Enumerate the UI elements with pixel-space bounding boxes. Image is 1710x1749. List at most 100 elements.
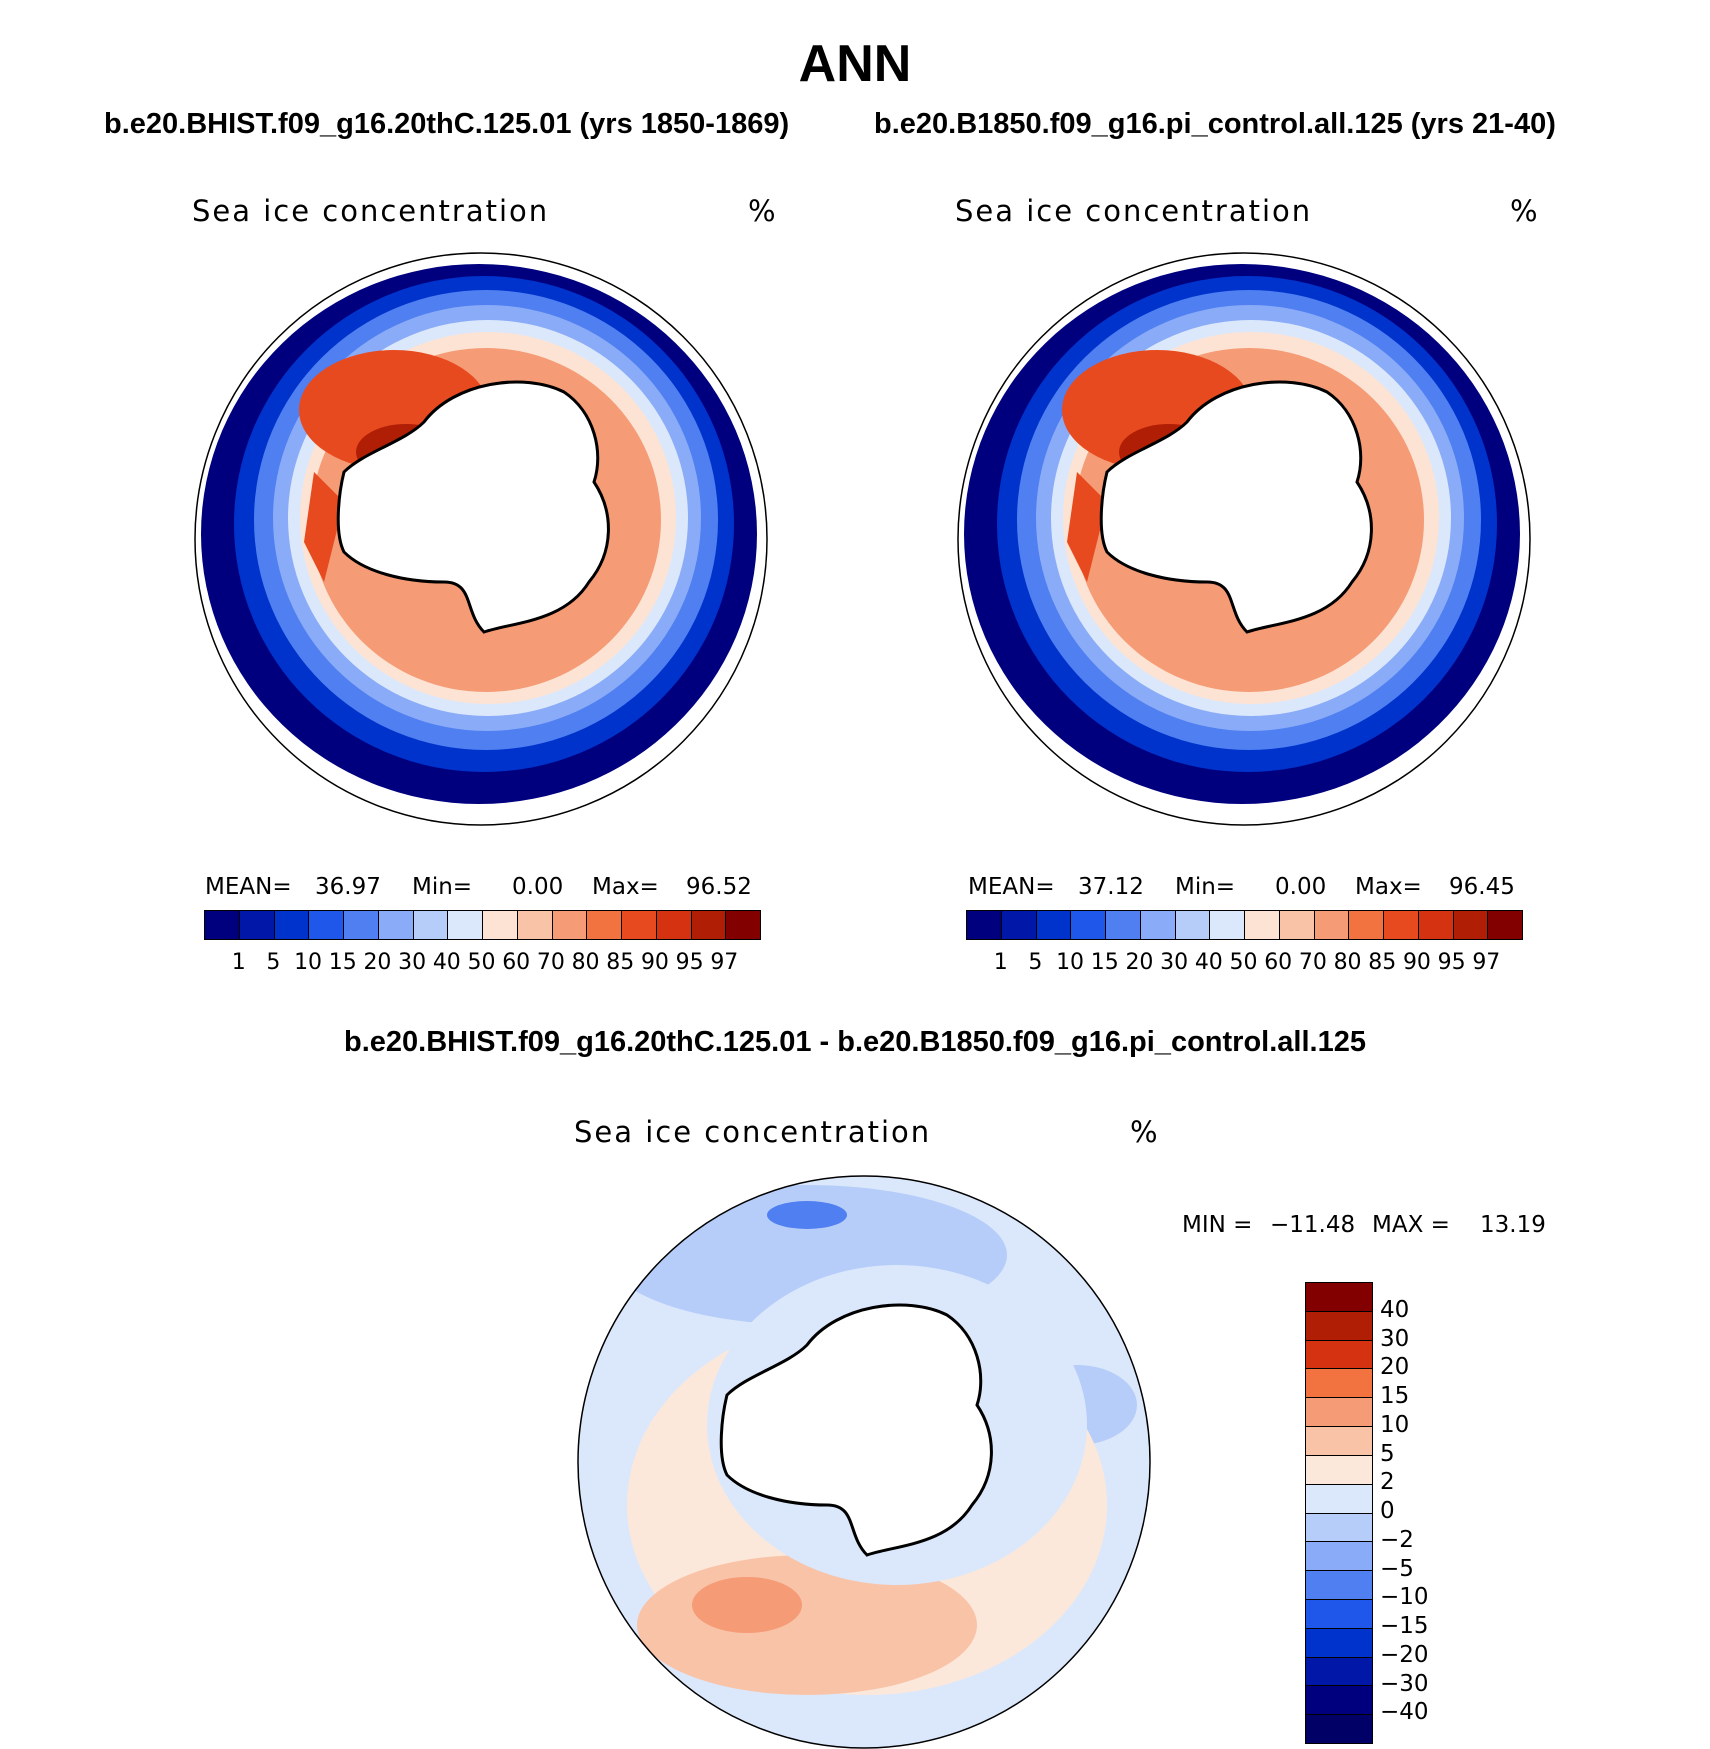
colorbar-swatch <box>1140 911 1176 939</box>
colorbar-tick-label: 5 <box>1028 950 1043 975</box>
colorbar-tick-label: −10 <box>1380 1584 1429 1611</box>
colorbar-tick-label: 40 <box>432 950 461 975</box>
right-min-value: 0.00 <box>1275 874 1327 900</box>
colorbar-swatch <box>691 911 727 939</box>
left-variable-label: Sea ice concentration <box>192 194 550 228</box>
colorbar-swatch <box>1306 1484 1372 1514</box>
diff-max-label: MAX = <box>1372 1212 1450 1238</box>
colorbar-tick-label: −2 <box>1380 1526 1414 1553</box>
ice-max-peninsula <box>1067 472 1107 582</box>
colorbar-tick-label: 85 <box>1368 950 1397 975</box>
diff-units-label: % <box>1130 1115 1160 1149</box>
colorbar-swatch <box>622 911 657 939</box>
colorbar-tick-label: 2 <box>1380 1469 1395 1496</box>
diff-colorbar-ticks: 40 30 20 15 10 5 2 0 −2 −5 −10 −15 −20 −30 −40 <box>1380 1282 1460 1742</box>
colorbar-tick-label: 20 <box>1125 950 1154 975</box>
colorbar-tick-label: 30 <box>398 950 427 975</box>
diff-polar-map <box>577 1175 1151 1749</box>
diff-colorbar <box>1305 1282 1373 1744</box>
left-case-header: b.e20.BHIST.f09_g16.20thC.125.01 (yrs 18… <box>104 108 790 140</box>
right-mean-label: MEAN= <box>968 874 1055 900</box>
colorbar-swatch <box>967 911 1002 939</box>
diff-max-value: 13.19 <box>1480 1212 1546 1238</box>
colorbar-swatch <box>1418 911 1454 939</box>
colorbar-swatch <box>1106 911 1141 939</box>
left-max-value: 96.52 <box>686 874 752 900</box>
left-polar-map <box>194 252 768 826</box>
colorbar-tick-label: 95 <box>1437 950 1466 975</box>
colorbar-swatch <box>274 911 310 939</box>
colorbar-swatch <box>1306 1398 1372 1428</box>
antarctica-land <box>719 1303 993 1557</box>
right-polar-map <box>957 252 1531 826</box>
diff-min-label: MIN = <box>1182 1212 1253 1238</box>
map-boundary <box>194 252 768 826</box>
colorbar-tick-label: 15 <box>1090 950 1119 975</box>
colorbar-swatch <box>587 911 622 939</box>
colorbar-tick-label: 90 <box>640 950 669 975</box>
colorbar-swatch <box>1306 1311 1372 1341</box>
colorbar-tick-label: 20 <box>1380 1354 1410 1381</box>
colorbar-tick-label: −15 <box>1380 1613 1429 1639</box>
colorbar-tick-label: 10 <box>1380 1411 1410 1438</box>
colorbar-tick-label: 10 <box>1056 950 1085 975</box>
colorbar-tick-label: −40 <box>1380 1699 1429 1726</box>
colorbar-swatch <box>344 911 379 939</box>
colorbar-swatch <box>656 911 692 939</box>
colorbar-tick-label: 30 <box>1380 1325 1410 1352</box>
colorbar-swatch <box>1306 1686 1372 1716</box>
right-min-label: Min= <box>1175 874 1236 900</box>
right-variable-label: Sea ice concentration <box>955 194 1313 228</box>
colorbar-swatch <box>1245 911 1280 939</box>
colorbar-tick-label: 10 <box>294 950 323 975</box>
colorbar-swatch <box>1306 1340 1372 1370</box>
colorbar-tick-label: 90 <box>1402 950 1431 975</box>
colorbar-swatch <box>1306 1628 1372 1658</box>
colorbar-tick-label: 5 <box>266 950 281 975</box>
diff-pos-core <box>692 1577 802 1633</box>
colorbar-tick-label: 50 <box>467 950 496 975</box>
colorbar-swatch <box>1306 1369 1372 1399</box>
colorbar-swatch <box>1314 911 1350 939</box>
colorbar-tick-label: −5 <box>1380 1555 1414 1582</box>
colorbar-swatch <box>1306 1455 1372 1485</box>
colorbar-swatch <box>413 911 449 939</box>
colorbar-tick-label: −20 <box>1380 1641 1429 1668</box>
right-colorbar-ticks: 1 5 10 15 20 30 40 50 60 70 80 85 90 95 97 <box>966 950 1521 980</box>
colorbar-swatch <box>1306 1599 1372 1629</box>
left-max-label: Max= <box>592 874 659 900</box>
colorbar-swatch <box>448 911 483 939</box>
colorbar-tick-label: 40 <box>1380 1296 1410 1323</box>
colorbar-tick-label: 1 <box>993 950 1008 975</box>
colorbar-tick-label: 0 <box>1380 1498 1395 1524</box>
colorbar-swatch <box>1036 911 1072 939</box>
left-min-value: 0.00 <box>512 874 564 900</box>
colorbar-swatch <box>1384 911 1419 939</box>
figure-title: ANN <box>798 35 912 93</box>
colorbar-tick-label: 50 <box>1229 950 1258 975</box>
colorbar-swatch <box>378 911 414 939</box>
colorbar-swatch <box>239 911 275 939</box>
colorbar-swatch <box>1306 1715 1372 1743</box>
diff-case-header: b.e20.BHIST.f09_g16.20thC.125.01 - b.e20… <box>344 1026 1366 1058</box>
colorbar-tick-label: 97 <box>1472 950 1501 975</box>
colorbar-tick-label: 1 <box>231 950 246 975</box>
ice-max-peninsula <box>304 472 344 582</box>
colorbar-tick-label: 60 <box>502 950 531 975</box>
antarctica-land <box>336 380 610 634</box>
colorbar-swatch <box>1001 911 1037 939</box>
diff-variable-label: Sea ice concentration <box>574 1115 932 1149</box>
colorbar-swatch <box>309 911 344 939</box>
colorbar-tick-label: −30 <box>1380 1670 1429 1697</box>
colorbar-swatch <box>1071 911 1106 939</box>
colorbar-swatch <box>726 911 760 939</box>
diff-neg-core <box>767 1201 847 1229</box>
colorbar-swatch <box>1306 1513 1372 1543</box>
colorbar-tick-label: 70 <box>536 950 565 975</box>
diff-min-value: −11.48 <box>1270 1212 1356 1238</box>
colorbar-swatch <box>1453 911 1489 939</box>
colorbar-swatch <box>1306 1427 1372 1456</box>
colorbar-swatch <box>1488 911 1522 939</box>
colorbar-swatch <box>1306 1542 1372 1572</box>
colorbar-swatch <box>483 911 518 939</box>
